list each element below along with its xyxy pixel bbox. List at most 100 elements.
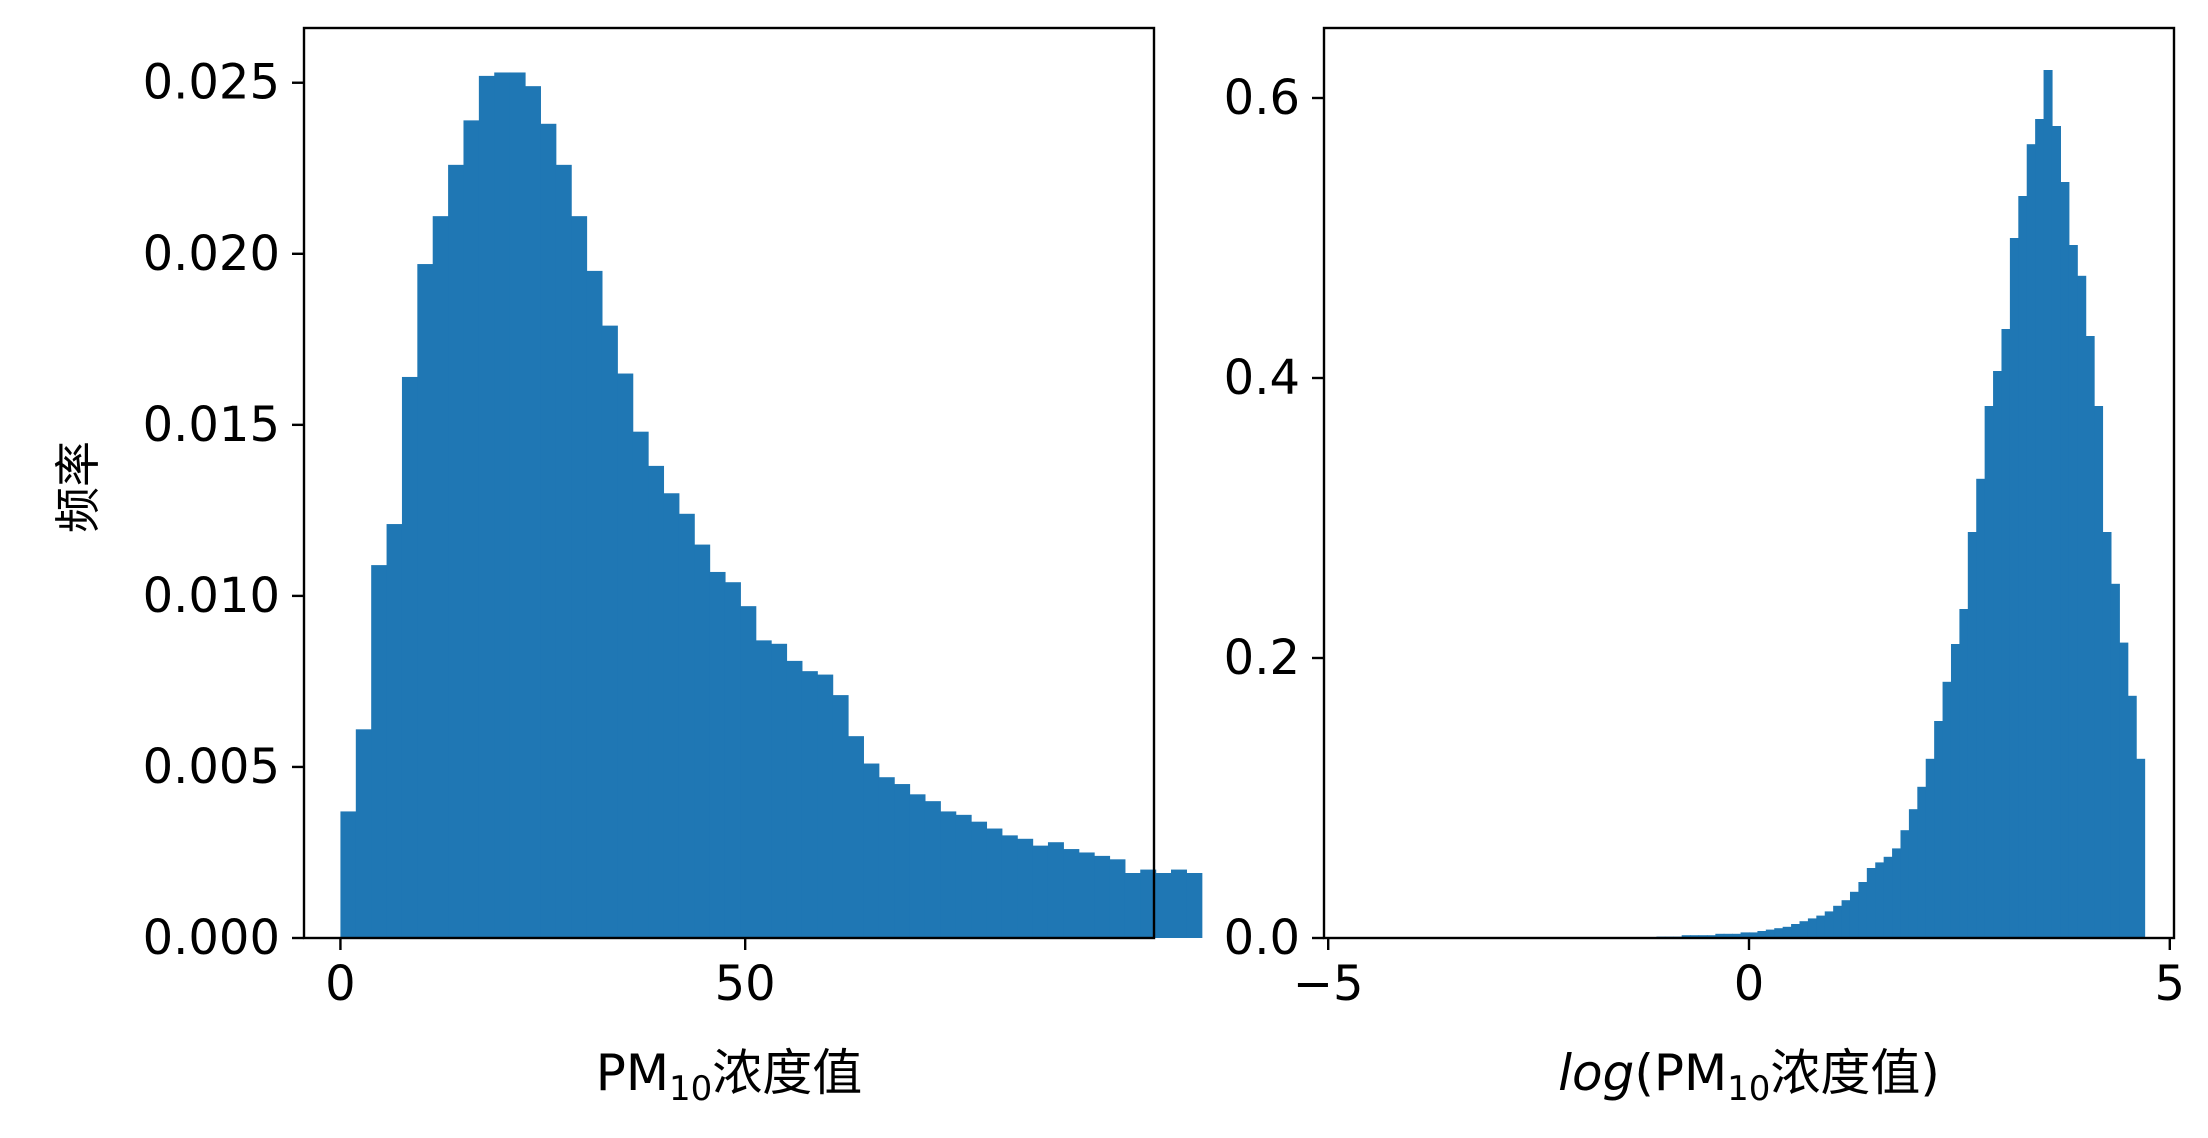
right-x-label-close-paren: )	[1920, 1044, 1940, 1102]
right-histogram-bar	[1740, 932, 1750, 938]
right-histogram-bar	[2068, 245, 2078, 938]
right-histogram-bar	[1690, 935, 1700, 938]
left-y-tick-label: 0.015	[143, 397, 280, 453]
left-histogram-bar	[448, 164, 465, 939]
right-y-tick-label: 0.2	[1224, 630, 1300, 686]
left-y-tick-label: 0.010	[143, 568, 280, 624]
right-x-label-base: PM	[1654, 1044, 1727, 1102]
right-histogram-bar	[1942, 681, 1952, 938]
left-histogram-bar	[755, 640, 772, 938]
left-histogram-bar	[955, 814, 972, 938]
right-histogram-bar	[1849, 891, 1860, 938]
left-histogram-bar	[601, 325, 618, 938]
left-histogram-bar	[648, 465, 665, 938]
left-x-label-base: PM	[596, 1044, 669, 1102]
right-histogram-bar	[1732, 933, 1742, 938]
left-histogram-bar	[355, 729, 372, 938]
left-histogram-bar	[878, 777, 895, 938]
right-histogram-bar	[2110, 583, 2120, 938]
left-histogram-bar	[894, 784, 911, 938]
left-histogram-bar	[848, 736, 864, 938]
right-histogram-bar	[1984, 406, 1994, 938]
right-histogram-bar	[1892, 848, 1902, 938]
right-x-tick-label: 0	[1734, 956, 1765, 1012]
left-histogram-bar	[417, 264, 434, 938]
right-histogram-bar	[1908, 809, 1918, 938]
left-histogram-bar	[463, 120, 480, 939]
right-histogram-bar	[1774, 928, 1784, 938]
left-histogram-bar	[509, 72, 526, 939]
right-y-tick-label: 0.0	[1224, 910, 1300, 966]
right-x-label-open-paren: (	[1634, 1044, 1654, 1102]
left-histogram-bar	[663, 493, 680, 938]
left-histogram-bar	[586, 270, 603, 938]
left-histogram-bar	[1017, 838, 1034, 938]
right-histogram-bar	[1723, 933, 1733, 938]
left-histogram-bar	[863, 763, 880, 938]
left-histogram-bar	[1063, 849, 1080, 938]
right-histogram-bar	[1925, 758, 1935, 938]
right-histogram-bar	[2136, 758, 2146, 938]
left-histogram-bar	[1094, 855, 1111, 938]
right-histogram-bar	[1883, 856, 1893, 938]
right-histogram-panel: −5 0 5 0.0 0.2 0.4 0.6 log(PM10浓度值)	[1224, 26, 2185, 1109]
right-histogram-bar	[1875, 862, 1885, 938]
right-histogram-bar	[1757, 931, 1767, 938]
right-histogram-bar	[1993, 371, 2003, 938]
right-axes: −5 0 5 0.0 0.2 0.4 0.6	[1224, 70, 2185, 1012]
left-histogram-bar	[1001, 835, 1018, 938]
right-histogram-bar	[1698, 935, 1708, 938]
left-y-tick-label: 0.020	[143, 226, 280, 282]
right-x-label-suffix: 浓度值	[1770, 1044, 1920, 1102]
left-histogram-bar	[724, 582, 741, 938]
right-histogram-bar	[1917, 786, 1927, 938]
right-histogram-bar	[1799, 921, 1809, 938]
right-histogram-bar	[2119, 642, 2129, 938]
left-histogram-bar	[555, 164, 572, 939]
left-histogram-bar	[971, 821, 988, 938]
left-axes: 0 50 0.000 0.005 0.010 0.015 0.020 0.025	[143, 55, 776, 1012]
right-histogram-bar	[1833, 905, 1843, 938]
right-histogram-bar	[2060, 182, 2070, 938]
left-y-tick-label: 0.000	[143, 910, 280, 966]
left-histogram-panel: 0 50 0.000 0.005 0.010 0.015 0.020 0.025 频率 PM1…	[51, 26, 1203, 1109]
left-histogram-bar	[1186, 873, 1203, 938]
right-histogram-bar	[2127, 695, 2137, 938]
left-x-axis-label: PM10浓度值	[596, 1044, 863, 1109]
right-x-label-log: log	[1558, 1044, 1634, 1102]
right-histogram-bar	[2035, 119, 2045, 938]
left-histogram-bar	[909, 794, 926, 938]
right-histogram-bar	[1791, 924, 1801, 938]
left-histogram-bar	[386, 524, 403, 938]
left-histogram-bar	[1171, 869, 1187, 938]
right-plot-frame	[1322, 26, 2176, 940]
left-y-tick-label: 0.005	[143, 739, 280, 795]
right-histogram-bar	[2001, 329, 2011, 938]
right-histogram-bar	[1782, 926, 1792, 938]
left-x-label-subscript: 10	[669, 1069, 712, 1109]
left-histogram-bar	[940, 811, 957, 938]
left-histogram-bar	[709, 571, 726, 938]
right-x-tick-label: −5	[1293, 956, 1364, 1012]
left-histogram-bar	[478, 75, 495, 938]
left-histogram-bar	[1140, 869, 1157, 938]
right-histogram-bar	[1841, 900, 1851, 938]
left-histogram-bar	[1109, 859, 1126, 938]
left-histogram-bar	[617, 373, 634, 938]
right-histogram-bar	[1749, 932, 1759, 938]
right-histogram-bar	[2077, 275, 2087, 938]
right-histogram-bar	[1976, 478, 1986, 938]
left-histogram-bar	[771, 643, 788, 938]
right-histogram-bar	[2026, 144, 2036, 938]
right-histogram-bar	[1715, 933, 1725, 938]
right-histogram-bar	[1866, 868, 1876, 938]
left-histogram-bar	[571, 216, 588, 938]
right-histogram-bar	[1900, 830, 1910, 938]
right-y-tick-label: 0.4	[1224, 350, 1300, 406]
left-x-label-suffix: 浓度值	[712, 1044, 862, 1102]
left-histogram-bar	[740, 606, 757, 938]
left-histogram-bar	[817, 674, 834, 938]
left-histogram-bar	[432, 216, 449, 938]
left-histogram-bar	[1124, 873, 1141, 938]
